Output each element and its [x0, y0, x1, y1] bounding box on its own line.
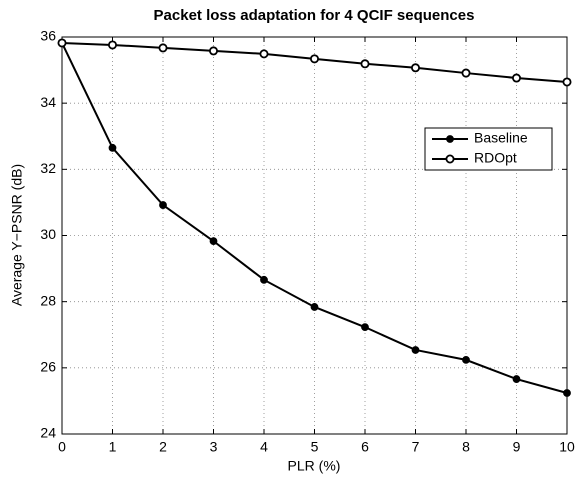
point — [512, 73, 522, 83]
legend-marker — [445, 154, 455, 164]
point — [361, 323, 369, 332]
point — [512, 375, 521, 383]
x-tick-label: 2 — [159, 439, 167, 455]
x-tick-label: 3 — [210, 439, 218, 455]
y-tick-label: 26 — [40, 359, 56, 375]
point — [562, 77, 572, 87]
x-tick-label: 6 — [361, 439, 369, 455]
x-axis-label: PLR (%) — [288, 458, 341, 474]
y-tick-label: 24 — [40, 425, 56, 441]
chart-title: Packet loss adaptation for 4 QCIF sequen… — [154, 7, 475, 24]
point — [411, 346, 420, 354]
plot-frame — [61, 36, 568, 435]
x-tick-label: 9 — [513, 439, 521, 455]
y-tick-label: 36 — [40, 28, 56, 44]
point — [310, 303, 319, 311]
point — [360, 59, 370, 69]
point — [108, 40, 118, 50]
legend-box — [424, 127, 553, 171]
legend-label: RDOpt — [474, 150, 517, 166]
point — [209, 237, 218, 246]
point — [461, 68, 471, 78]
point — [259, 49, 269, 59]
point — [410, 63, 420, 73]
x-tick-label: 5 — [311, 439, 319, 455]
point — [57, 38, 67, 48]
point — [108, 143, 117, 152]
point — [260, 275, 268, 284]
point — [208, 46, 218, 56]
x-tick-label: 10 — [559, 439, 575, 455]
y-tick-label: 32 — [40, 160, 56, 176]
x-tick-label: 0 — [58, 439, 66, 455]
legend-marker — [446, 135, 454, 143]
y-tick-label: 34 — [40, 94, 56, 110]
point — [309, 54, 319, 64]
x-tick-label: 4 — [260, 439, 268, 455]
y-axis-label: Average Y−PSNR (dB) — [9, 164, 25, 306]
point — [158, 43, 168, 53]
point — [462, 355, 470, 364]
y-tick-label: 28 — [40, 292, 56, 308]
y-tick-label: 30 — [40, 226, 56, 242]
point — [159, 201, 167, 209]
x-tick-label: 1 — [109, 439, 117, 455]
point — [563, 389, 571, 397]
legend-label: Baseline — [474, 130, 528, 146]
x-tick-label: 8 — [462, 439, 470, 455]
x-tick-label: 7 — [412, 439, 420, 455]
